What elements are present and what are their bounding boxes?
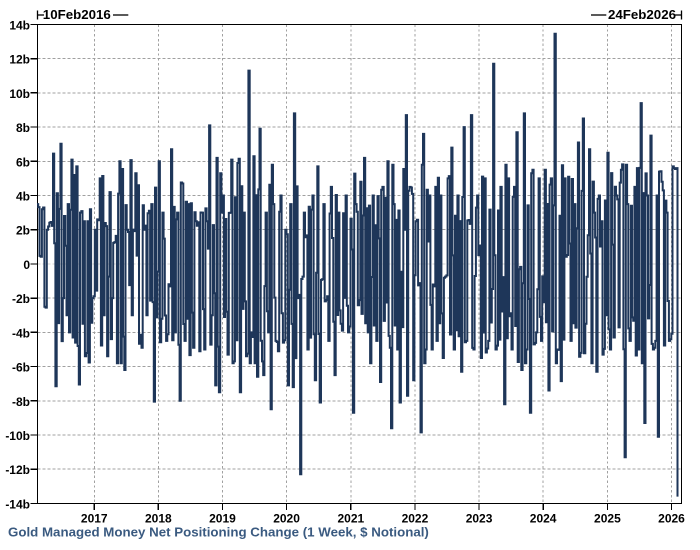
svg-text:-4b: -4b xyxy=(12,326,30,340)
svg-text:2017: 2017 xyxy=(81,512,108,526)
svg-text:4b: 4b xyxy=(16,190,30,204)
svg-text:-2b: -2b xyxy=(12,292,30,306)
svg-text:2020: 2020 xyxy=(273,512,300,526)
svg-text:2018: 2018 xyxy=(145,512,172,526)
svg-text:2022: 2022 xyxy=(402,512,429,526)
svg-text:2b: 2b xyxy=(16,224,30,238)
svg-text:-10b: -10b xyxy=(5,429,30,443)
svg-text:10Feb2016: 10Feb2016 xyxy=(43,7,111,22)
svg-text:24Feb2026: 24Feb2026 xyxy=(608,7,676,22)
svg-text:2019: 2019 xyxy=(209,512,236,526)
svg-text:10b: 10b xyxy=(9,87,30,101)
svg-text:14b: 14b xyxy=(9,18,30,32)
svg-text:2021: 2021 xyxy=(337,512,364,526)
svg-text:0: 0 xyxy=(23,258,30,272)
svg-text:2023: 2023 xyxy=(466,512,493,526)
svg-text:-6b: -6b xyxy=(12,361,30,375)
svg-text:12b: 12b xyxy=(9,53,30,67)
svg-text:2025: 2025 xyxy=(594,512,621,526)
svg-text:6b: 6b xyxy=(16,155,30,169)
svg-text:-8b: -8b xyxy=(12,395,30,409)
svg-text:2026: 2026 xyxy=(658,512,685,526)
svg-text:Gold Managed Money Net Positio: Gold Managed Money Net Positioning Chang… xyxy=(8,525,429,540)
svg-text:8b: 8b xyxy=(16,121,30,135)
svg-text:2024: 2024 xyxy=(530,512,557,526)
svg-text:-14b: -14b xyxy=(5,497,30,511)
svg-text:-12b: -12b xyxy=(5,463,30,477)
